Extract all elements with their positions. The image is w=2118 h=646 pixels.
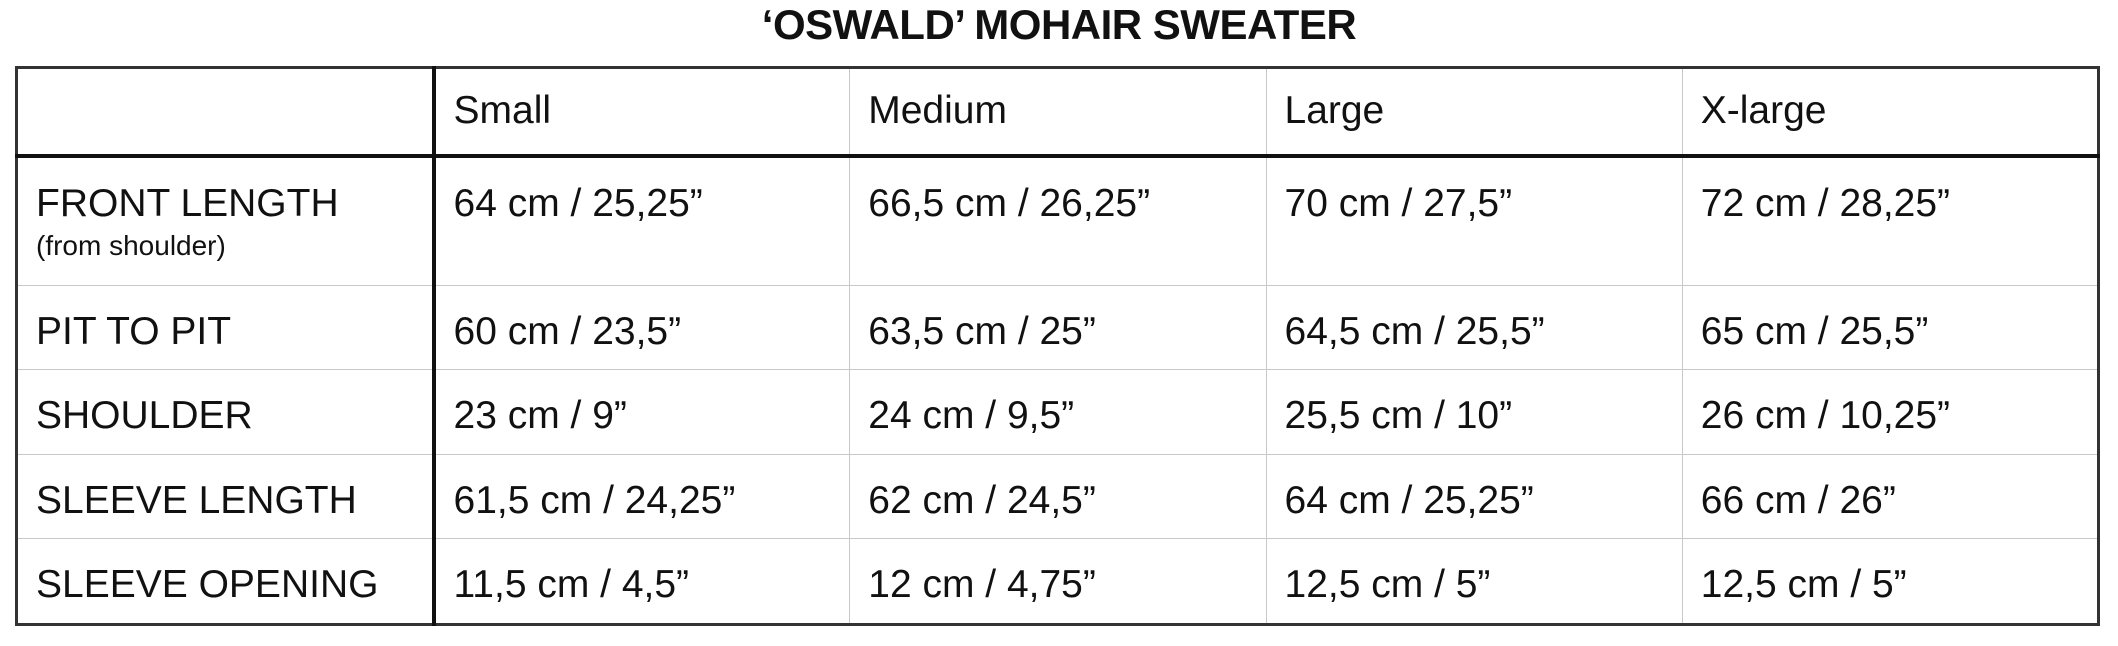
row-label-cell: FRONT LENGTH (from shoulder) <box>16 155 436 286</box>
column-header: Large <box>1265 67 1683 158</box>
header-row: Small Medium Large X-large <box>16 67 2100 158</box>
row-label-cell: SLEEVE LENGTH <box>16 453 436 540</box>
cell: 64,5 cm / 25,5” <box>1265 284 1683 371</box>
cell: 64 cm / 25,25” <box>432 155 851 286</box>
cell: 66 cm / 26” <box>1681 453 2100 540</box>
row-label: PIT TO PIT <box>36 310 232 353</box>
title: ‘OSWALD’ MOHAIR SWEATER <box>761 1 1357 48</box>
table-body: FRONT LENGTH (from shoulder) 64 cm / 25,25… <box>16 155 2100 625</box>
cell: 62 cm / 24,5” <box>849 453 1267 540</box>
row: SHOULDER 23 cm / 9” 24 cm / 9,5” 25,5 cm / … <box>16 369 2100 455</box>
cell: 60 cm / 23,5” <box>432 284 851 371</box>
cell: 72 cm / 28,25” <box>1681 155 2100 286</box>
column-header: Medium <box>849 67 1267 158</box>
cell: 63,5 cm / 25” <box>849 284 1267 371</box>
cell: 61,5 cm / 24,25” <box>432 453 851 540</box>
cell: 70 cm / 27,5” <box>1265 155 1683 286</box>
cell: 23 cm / 9” <box>432 369 851 455</box>
column-header: Small <box>432 67 851 158</box>
row-label: SLEEVE LENGTH <box>36 478 357 522</box>
cell: 12 cm / 4,75” <box>849 538 1267 625</box>
cell: 26 cm / 10,25” <box>1681 369 2100 455</box>
cell: 24 cm / 9,5” <box>849 369 1267 455</box>
row: PIT TO PIT 60 cm / 23,5” 63,5 cm / 25” 64,5… <box>16 284 2100 371</box>
cell: 65 cm / 25,5” <box>1681 284 2100 371</box>
corner-cell <box>16 67 436 158</box>
row-label-cell: PIT TO PIT <box>16 284 436 371</box>
row: SLEEVE OPENING 11,5 cm / 4,5” 12 cm / 4,75… <box>16 538 2100 625</box>
row: FRONT LENGTH (from shoulder) 64 cm / 25,25… <box>16 155 2100 286</box>
cell: 12,5 cm / 5” <box>1265 538 1683 625</box>
cell: 64 cm / 25,25” <box>1265 453 1683 540</box>
row: SLEEVE LENGTH 61,5 cm / 24,25” 62 cm / 24,… <box>16 453 2100 540</box>
cell: 66,5 cm / 26,25” <box>849 155 1267 286</box>
cell: 11,5 cm / 4,5” <box>432 538 851 625</box>
row-note: (from shoulder) <box>36 229 226 261</box>
row-label-cell: SHOULDER <box>16 369 436 455</box>
row-label-cell: SLEEVE OPENING <box>16 538 436 625</box>
cell: 25,5 cm / 10” <box>1265 369 1683 455</box>
column-header: X-large <box>1681 67 2100 158</box>
cell: 12,5 cm / 5” <box>1681 538 2100 625</box>
row-label: SHOULDER <box>36 394 253 438</box>
row-label: SLEEVE OPENING <box>36 563 379 607</box>
size-table: Small Medium Large X-large FRONT LENGTH (fro… <box>15 66 2100 626</box>
row-label: FRONT LENGTH <box>36 181 339 225</box>
